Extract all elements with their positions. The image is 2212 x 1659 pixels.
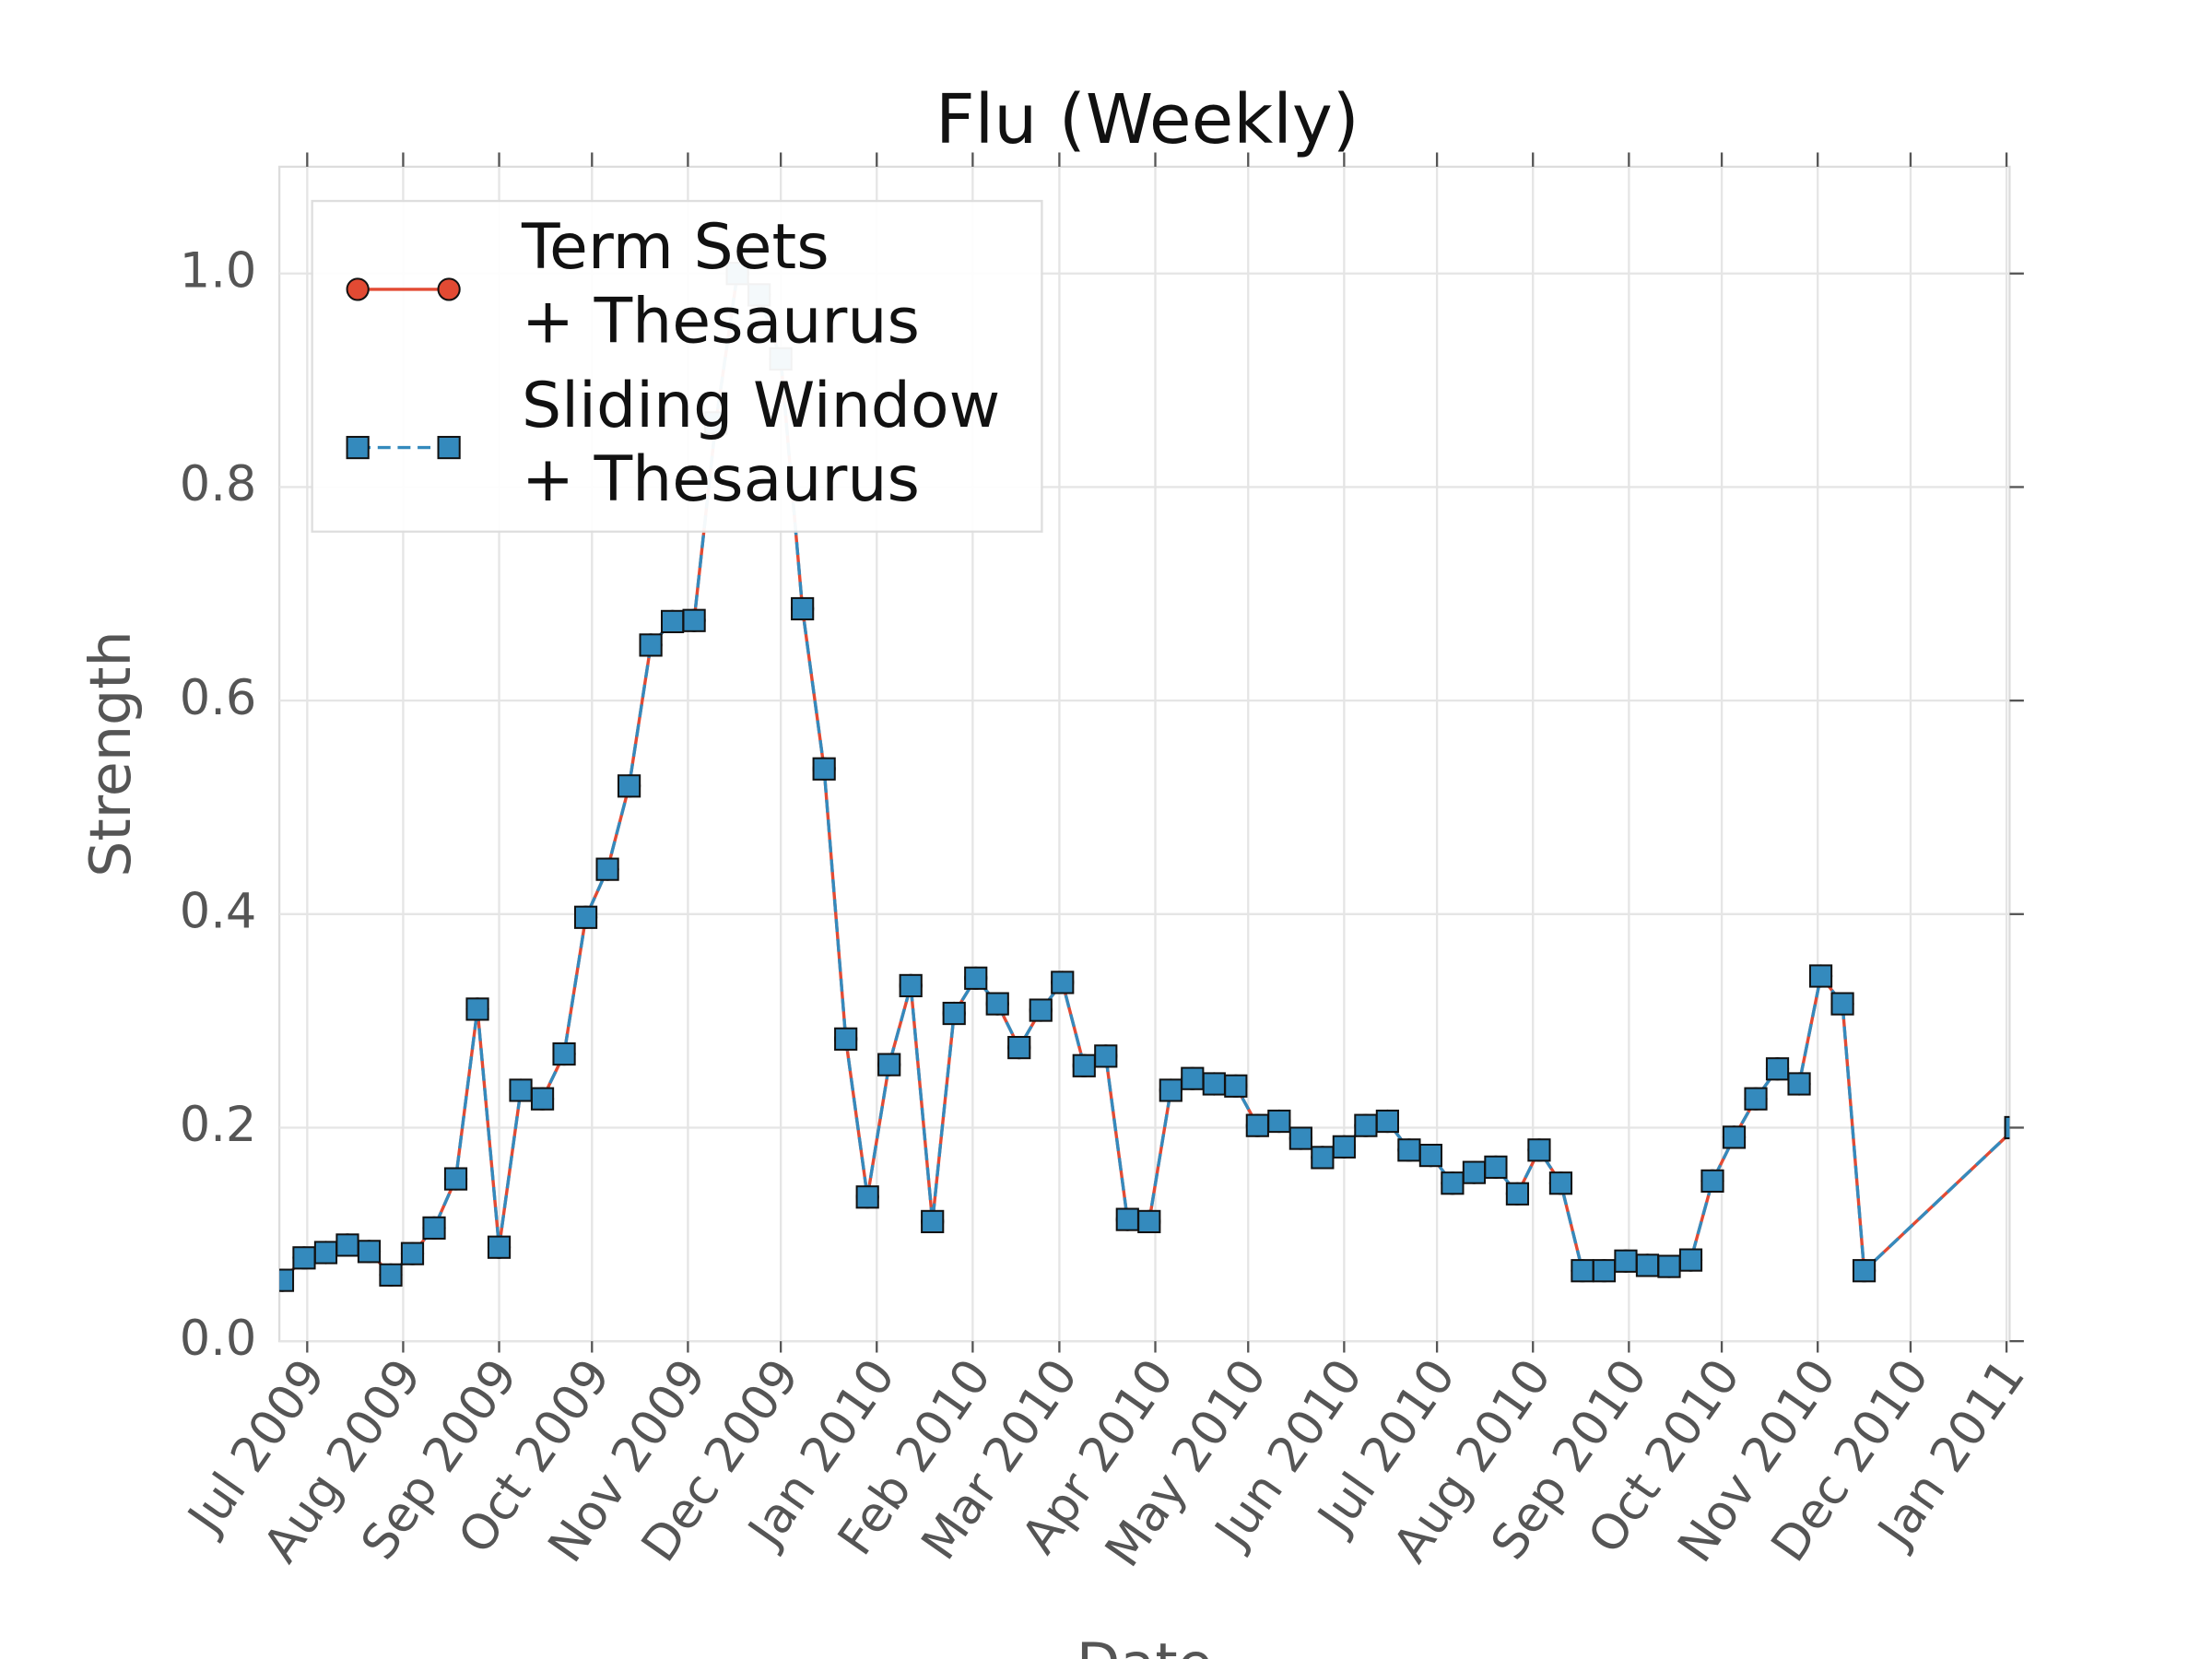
legend-label-line: Sliding Window bbox=[522, 369, 1000, 441]
legend-marker bbox=[346, 435, 370, 460]
data-point bbox=[1700, 1169, 1724, 1193]
y-tick-label: 1.0 bbox=[180, 242, 257, 299]
data-point bbox=[855, 1185, 879, 1209]
data-point bbox=[1397, 1138, 1421, 1162]
data-point bbox=[2004, 1115, 2010, 1140]
data-point bbox=[1224, 1074, 1248, 1098]
data-point bbox=[279, 1268, 295, 1292]
data-point bbox=[985, 992, 1009, 1016]
data-point bbox=[964, 966, 988, 990]
data-point bbox=[877, 1053, 901, 1077]
data-point bbox=[313, 1241, 338, 1265]
data-point bbox=[422, 1216, 446, 1240]
data-point bbox=[573, 905, 598, 929]
y-tick-label: 0.6 bbox=[180, 670, 257, 726]
legend-marker bbox=[346, 277, 370, 301]
data-point bbox=[1245, 1113, 1269, 1137]
data-point bbox=[1614, 1249, 1638, 1273]
legend-label-line: + Thesaurus bbox=[522, 443, 920, 516]
data-point bbox=[661, 609, 685, 634]
data-point bbox=[1072, 1053, 1096, 1077]
y-tick-label: 0.2 bbox=[180, 1097, 257, 1153]
y-axis-label: Strength bbox=[77, 630, 144, 877]
legend-label-line: Term Sets bbox=[521, 211, 830, 284]
data-point bbox=[834, 1027, 858, 1051]
data-point bbox=[1722, 1125, 1747, 1149]
data-point bbox=[465, 997, 489, 1021]
data-point bbox=[1657, 1254, 1681, 1278]
data-point bbox=[379, 1263, 403, 1287]
data-point bbox=[1007, 1035, 1031, 1060]
data-point bbox=[1571, 1259, 1594, 1283]
data-point bbox=[1462, 1160, 1487, 1184]
data-point bbox=[812, 757, 836, 781]
data-point bbox=[509, 1078, 533, 1102]
data-point bbox=[1267, 1109, 1291, 1134]
data-point bbox=[617, 774, 641, 798]
data-point bbox=[1787, 1072, 1811, 1096]
x-axis-label: Date bbox=[1077, 1630, 1213, 1659]
chart-title: Flu (Weekly) bbox=[935, 79, 1359, 159]
y-tick-label: 0.4 bbox=[180, 883, 257, 939]
data-point bbox=[1744, 1087, 1768, 1111]
data-point bbox=[443, 1167, 468, 1191]
data-point bbox=[1332, 1135, 1356, 1159]
data-point bbox=[1051, 971, 1075, 994]
data-point bbox=[1808, 964, 1833, 988]
data-point bbox=[1635, 1253, 1660, 1277]
y-tick-label: 0.8 bbox=[180, 456, 257, 512]
data-point bbox=[552, 1041, 576, 1066]
data-point bbox=[487, 1235, 512, 1259]
data-point bbox=[1288, 1126, 1312, 1150]
data-point bbox=[639, 633, 663, 657]
data-point bbox=[1354, 1113, 1378, 1137]
data-point bbox=[1548, 1171, 1573, 1195]
data-point bbox=[530, 1087, 555, 1111]
data-point bbox=[1202, 1072, 1226, 1096]
data-point bbox=[1115, 1207, 1139, 1231]
data-point bbox=[1311, 1146, 1335, 1170]
data-point bbox=[1181, 1066, 1205, 1090]
data-point bbox=[292, 1246, 316, 1270]
data-point bbox=[682, 608, 706, 632]
data-point bbox=[1418, 1143, 1443, 1168]
data-point bbox=[1527, 1138, 1551, 1162]
legend-label-line: + Thesaurus bbox=[522, 285, 920, 358]
data-point bbox=[921, 1209, 945, 1234]
y-tick-label: 0.0 bbox=[180, 1311, 257, 1367]
data-point bbox=[357, 1240, 382, 1264]
data-point bbox=[595, 857, 619, 881]
data-point bbox=[1484, 1155, 1508, 1179]
legend-marker bbox=[437, 277, 461, 301]
data-point bbox=[1830, 992, 1854, 1016]
data-point bbox=[1094, 1044, 1118, 1068]
data-point bbox=[1375, 1109, 1399, 1134]
data-point bbox=[791, 596, 815, 621]
data-point bbox=[335, 1233, 359, 1257]
data-point bbox=[1852, 1259, 1877, 1283]
data-point bbox=[1678, 1248, 1703, 1272]
data-point bbox=[400, 1241, 425, 1265]
data-point bbox=[942, 1001, 966, 1026]
data-point bbox=[1592, 1259, 1617, 1283]
data-point bbox=[1505, 1182, 1530, 1206]
legend-marker bbox=[437, 435, 461, 460]
data-point bbox=[899, 973, 923, 998]
legend-label: Sliding Window + Thesaurus bbox=[522, 369, 1000, 515]
data-point bbox=[1765, 1057, 1790, 1081]
legend-label: Term Sets + Thesaurus bbox=[521, 211, 920, 358]
data-point bbox=[1137, 1209, 1161, 1234]
data-point bbox=[1029, 998, 1053, 1022]
data-point bbox=[1441, 1171, 1465, 1195]
legend-box bbox=[311, 199, 1043, 533]
data-point bbox=[1159, 1078, 1182, 1102]
